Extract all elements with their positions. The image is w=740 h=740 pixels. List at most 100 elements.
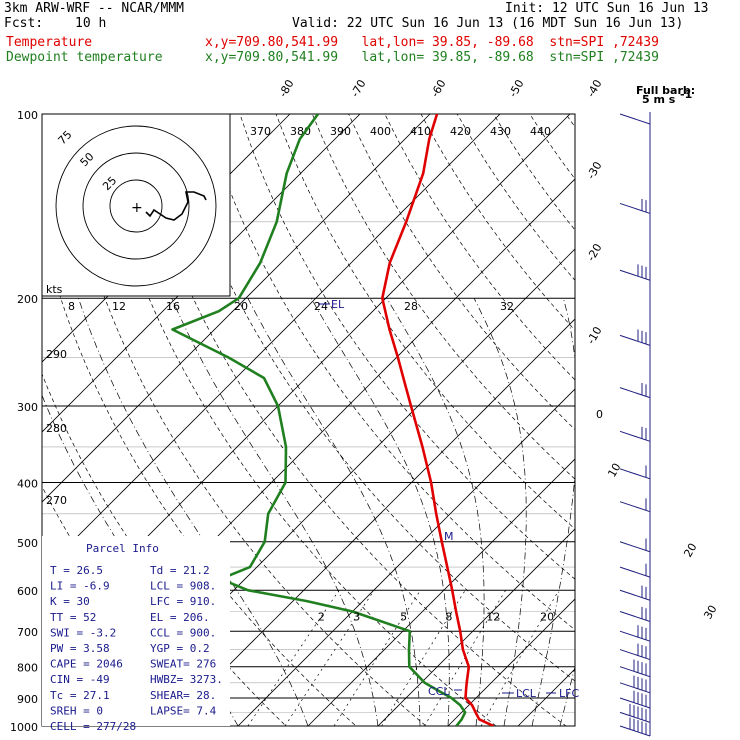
- parcel-row-left: T = 26.5: [50, 564, 103, 577]
- dewpoint-profile: [171, 114, 467, 726]
- isotherm: [728, 114, 740, 726]
- temperature-label: 20: [681, 541, 699, 560]
- isotherm: [658, 114, 740, 726]
- hodograph-trace: [145, 191, 207, 221]
- theta-label: 380: [290, 125, 311, 138]
- dry-adiabat: [348, 114, 575, 431]
- isotherm: [42, 114, 431, 503]
- wind-barb-staff: [619, 269, 651, 281]
- temperature-label: -60: [428, 77, 448, 99]
- mixing-ratio-label: 20: [540, 611, 554, 624]
- dry-adiabat: [602, 114, 740, 739]
- pressure-label-500: 500: [17, 537, 38, 550]
- isotherm: [167, 318, 575, 726]
- parcel-info-panel: Parcel Info T = 26.5 Td = 21.2 LI = -6.9 LC…: [42, 536, 230, 733]
- wind-barb-staff: [619, 334, 651, 346]
- parcel-row-right: LFC = 910.: [150, 595, 216, 608]
- mixing-ratio-line: [381, 590, 466, 726]
- parcel-row-right: CCL = 900.: [150, 626, 216, 639]
- pressure-label-700: 700: [17, 626, 38, 639]
- theta-label: 440: [530, 125, 551, 138]
- dry-adiabat: [239, 114, 575, 580]
- moist-adiabat: [473, 298, 527, 726]
- theta-label: 410: [410, 125, 431, 138]
- dry-adiabat: [275, 114, 575, 530]
- dry-adiabat: [42, 231, 357, 726]
- hodograph-inset: 25 50 75 + kts: [41, 113, 231, 297]
- dry-adiabat: [638, 114, 740, 739]
- dry-adiabat: [58, 114, 427, 726]
- wind-speed-label: 28: [404, 300, 418, 313]
- wind-speed-unit: kts: [46, 283, 63, 296]
- wind-barb-staff: [619, 666, 651, 678]
- dewpoint-legend: Dewpoint temperature: [6, 50, 163, 65]
- temperature-label: -40: [584, 77, 604, 99]
- pressure-label-200: 200: [17, 293, 38, 306]
- temperature-label: 30: [701, 603, 719, 622]
- mixing-ratio-label: 5: [400, 611, 407, 624]
- dry-adiabat: [167, 114, 575, 682]
- wind-speed-label: 12: [112, 300, 126, 313]
- wind-barb-staff: [619, 611, 651, 622]
- moist-adiabat: [559, 665, 575, 726]
- theta-e-label: 280: [46, 422, 67, 435]
- wind-barb-staff: [619, 501, 651, 513]
- isotherm: [237, 388, 575, 726]
- wind-barb-staff: [619, 649, 651, 661]
- parcel-row-left: LI = -6.9: [50, 580, 110, 593]
- dry-adiabat: [711, 114, 740, 739]
- forecast-label: Fcst:: [4, 16, 44, 31]
- wind-barb-staff: [619, 589, 651, 601]
- moist-adiabat: [531, 298, 575, 726]
- theta-label: 420: [450, 125, 471, 138]
- parcel-row-left: CAPE = 2046: [50, 658, 123, 671]
- wind-barbs: [619, 112, 651, 737]
- wind-barb-staff: [619, 697, 651, 709]
- pressure-label-900: 900: [17, 693, 38, 706]
- full-barb-exponent: -1: [680, 88, 692, 101]
- temperature-label: 10: [605, 461, 623, 480]
- wind-barb-staff: [619, 541, 651, 553]
- dewpoint-location: x,y=709.80,541.99 lat,lon= 39.85, -89.68…: [205, 50, 659, 65]
- dry-adiabat: [311, 114, 575, 480]
- wind-speed-label: 8: [68, 300, 75, 313]
- temperature-label: -20: [584, 241, 604, 263]
- parcel-row-right: EL = 206.: [150, 611, 210, 624]
- pressure-label-100: 100: [17, 109, 38, 122]
- temperature-label: -10: [584, 324, 604, 346]
- parcel-row-right: HWBZ= 3273.: [150, 673, 223, 686]
- dry-adiabat: [420, 114, 575, 331]
- isotherm: [447, 598, 575, 726]
- dry-adiabat: [565, 114, 575, 128]
- parcel-row-right: LAPSE= 7.4: [150, 704, 217, 717]
- moist-adiabat: [310, 298, 450, 726]
- temperature-legend: Temperature: [6, 35, 93, 50]
- mixing-ratio-label: 3: [353, 611, 360, 624]
- wind-barb-staff: [619, 202, 651, 214]
- theta-label: 400: [370, 125, 391, 138]
- wind-speed-label: 32: [500, 300, 514, 313]
- mixing-ratio-label: 2: [318, 611, 325, 624]
- mixing-ratio-label: 12: [486, 611, 500, 624]
- lfc-label: LFC: [559, 687, 579, 700]
- theta-label: 390: [330, 125, 351, 138]
- isotherm: [42, 114, 501, 573]
- wind-speed-label: 20: [234, 300, 248, 313]
- dry-adiabat: [130, 114, 567, 726]
- el-label: EL: [331, 298, 345, 311]
- parcel-row-right: YGP = 0.2: [150, 642, 210, 655]
- wind-speed-label: 16: [166, 300, 180, 313]
- full-barb-label: Full barb:: [636, 84, 695, 97]
- isotherm: [588, 114, 740, 726]
- parcel-row-right: LCL = 908.: [150, 580, 216, 593]
- pressure-label-1000: 1000: [10, 721, 38, 734]
- temperature-label: -80: [276, 77, 296, 99]
- model-title: 3km ARW-WRF -- NCAR/MMM: [4, 1, 185, 16]
- parcel-row-right: SHEAR= 28.: [150, 689, 216, 702]
- parcel-row-left: TT = 52: [50, 611, 96, 624]
- wind-barb-staff: [619, 711, 651, 723]
- theta-label: 370: [250, 125, 271, 138]
- dry-adiabat: [529, 114, 575, 180]
- parcel-row-right: SWEAT= 276: [150, 658, 216, 671]
